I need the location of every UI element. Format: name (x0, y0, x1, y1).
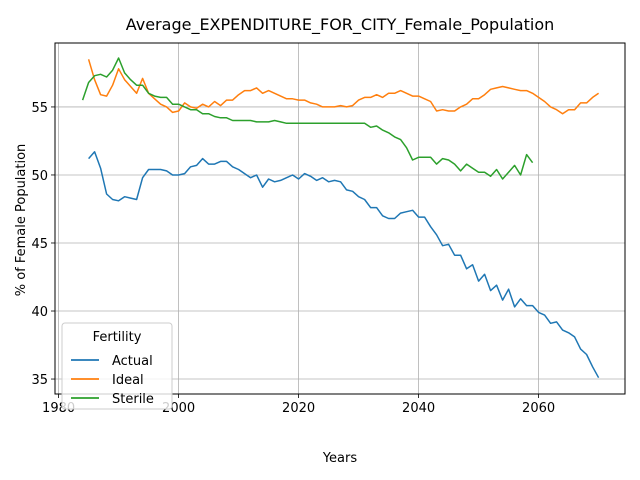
plot-frame (54, 42, 626, 395)
legend-entry-ideal: Ideal (112, 373, 144, 388)
y-axis-ticks: 35 40 45 50 55 (31, 101, 55, 388)
legend-title: Fertility (93, 330, 142, 345)
legend-entry-sterile: Sterile (112, 392, 154, 407)
y-tick-label: 35 (31, 373, 48, 388)
x-tick-label: 2040 (402, 401, 435, 416)
x-axis-label: Years (322, 451, 358, 466)
x-tick-label: 2020 (282, 401, 315, 416)
series-line-actual (88, 151, 600, 379)
y-tick-label: 50 (31, 169, 48, 184)
series-line-ideal (87, 59, 600, 115)
legend-box (61, 322, 173, 410)
grid-lines (55, 43, 625, 394)
x-tick-label: 2060 (522, 401, 555, 416)
y-tick-label: 40 (31, 305, 48, 320)
series-line-sterile (81, 57, 534, 180)
chart-title: Average_EXPENDITURE_FOR_CITY_Female_Popu… (126, 15, 555, 35)
series-lines (81, 57, 600, 379)
legend-entry-actual: Actual (112, 354, 153, 369)
y-axis-label: % of Female Population (14, 144, 29, 297)
legend: Fertility Actual Ideal Sterile (61, 322, 173, 410)
y-tick-label: 45 (31, 237, 48, 252)
y-tick-label: 55 (31, 101, 48, 116)
